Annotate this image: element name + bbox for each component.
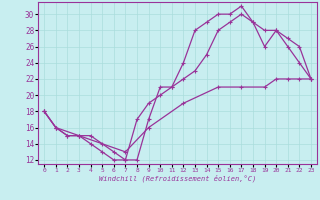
X-axis label: Windchill (Refroidissement éolien,°C): Windchill (Refroidissement éolien,°C) xyxy=(99,175,256,182)
